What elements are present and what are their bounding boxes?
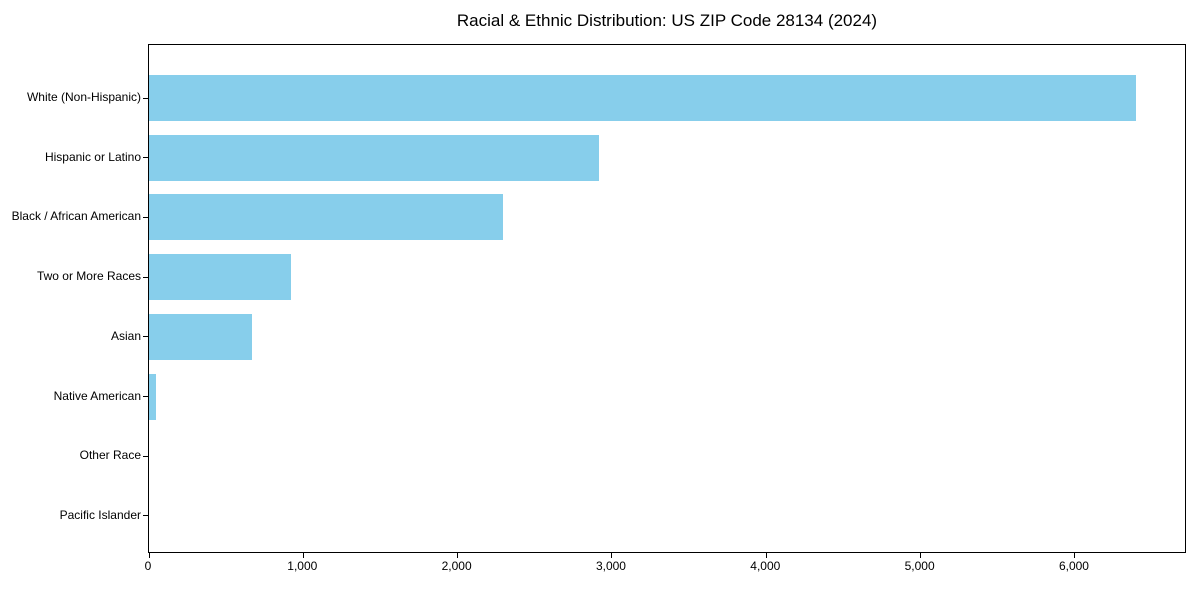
x-tick-mark — [920, 553, 922, 558]
x-tick-label-6000: 6,000 — [1058, 559, 1089, 573]
x-tick-label-5000: 5,000 — [904, 559, 935, 573]
bar-hispanic-or-latino — [149, 134, 599, 181]
y-tick-mark — [143, 97, 148, 99]
y-axis-label-white-non-hispanic: White (Non-Hispanic) — [26, 90, 141, 104]
y-tick-mark — [143, 515, 148, 517]
bar-native-american — [149, 373, 157, 420]
x-tick-label-1000: 1,000 — [287, 559, 318, 573]
y-tick-mark — [143, 455, 148, 457]
x-tick-mark — [148, 553, 150, 558]
x-tick-label-3000: 3,000 — [595, 559, 626, 573]
bar-black-african-american — [149, 194, 504, 241]
chart-title: Racial & Ethnic Distribution: US ZIP Cod… — [456, 11, 878, 30]
y-axis-label-two-or-more-races: Two or More Races — [36, 269, 141, 284]
x-tick-mark — [1074, 553, 1076, 558]
x-tick-label-2000: 2,000 — [441, 559, 472, 573]
x-tick-label-4000: 4,000 — [750, 559, 781, 573]
y-tick-mark — [143, 216, 148, 218]
bar-asian — [149, 313, 253, 360]
y-axis-label-hispanic-or-latino: Hispanic or Latino — [44, 149, 141, 164]
x-tick-mark — [765, 553, 767, 558]
x-tick-label-0: 0 — [144, 559, 152, 573]
y-axis-label-native-american: Native American — [53, 388, 141, 403]
bar-two-or-more-races — [149, 254, 291, 301]
y-axis-label-pacific-islander: Pacific Islander — [59, 507, 141, 522]
y-tick-mark — [143, 157, 148, 159]
y-axis-label-asian: Asian — [110, 328, 141, 343]
plot-area — [143, 44, 1186, 558]
x-tick-mark — [302, 553, 304, 558]
y-axis-label-black-african-american: Black / African American — [11, 209, 141, 224]
y-tick-mark — [143, 276, 148, 278]
y-tick-mark — [143, 336, 148, 338]
y-tick-mark — [143, 396, 148, 397]
x-tick-mark — [611, 553, 613, 558]
x-tick-mark — [457, 553, 459, 558]
y-axis-label-other-race: Other Race — [79, 448, 141, 463]
bar-white-non-hispanic — [149, 75, 1137, 121]
